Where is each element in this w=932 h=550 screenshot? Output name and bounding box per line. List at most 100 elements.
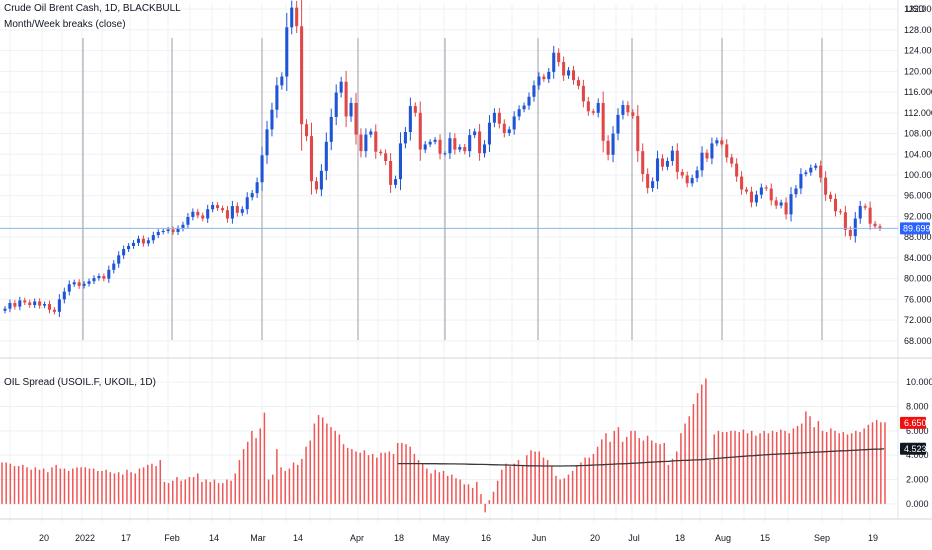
spread-bar[interactable] (230, 480, 232, 504)
spread-bar[interactable] (592, 453, 595, 504)
spread-bar[interactable] (17, 466, 20, 504)
spread-bar[interactable] (451, 474, 453, 504)
spread-bar[interactable] (47, 472, 49, 504)
spread-bar[interactable] (205, 479, 207, 504)
spread-bar[interactable] (634, 430, 636, 504)
candle-body[interactable] (448, 138, 452, 154)
spread-bar[interactable] (172, 480, 174, 504)
candle[interactable] (38, 298, 42, 309)
spread-bar[interactable] (259, 428, 261, 504)
spread-bar[interactable] (155, 466, 157, 504)
candle-body[interactable] (670, 150, 674, 162)
spread-bar[interactable] (830, 428, 832, 504)
candle-body[interactable] (665, 161, 669, 167)
spread-bar[interactable] (792, 428, 795, 504)
spread-bar[interactable] (717, 430, 720, 504)
spread-bar[interactable] (222, 483, 224, 504)
spread-bar[interactable] (859, 432, 861, 504)
candle-body[interactable] (176, 228, 180, 232)
candle-body[interactable] (43, 304, 47, 306)
spread-ma-line[interactable] (398, 448, 885, 467)
candle[interactable] (354, 92, 358, 145)
spread-bar[interactable] (463, 484, 466, 504)
candle-body[interactable] (131, 242, 136, 246)
candle[interactable] (255, 177, 259, 198)
spread-bar[interactable] (42, 468, 45, 504)
spread-bar[interactable] (459, 479, 461, 504)
candle-body[interactable] (112, 263, 116, 270)
spread-bar[interactable] (551, 466, 553, 504)
candle[interactable] (97, 273, 101, 281)
spread-bar[interactable] (721, 432, 724, 504)
candle[interactable] (749, 186, 754, 208)
candle[interactable] (547, 67, 551, 84)
spread-bar[interactable] (355, 451, 357, 504)
spread-bar[interactable] (276, 449, 278, 504)
candle[interactable] (186, 212, 190, 229)
spread-bar[interactable] (492, 491, 495, 504)
candle-body[interactable] (794, 188, 798, 195)
spread-bar[interactable] (97, 470, 99, 504)
candle-body[interactable] (398, 143, 403, 180)
candle-body[interactable] (290, 7, 294, 28)
candle-body[interactable] (557, 52, 561, 63)
candle-body[interactable] (265, 129, 269, 156)
candle[interactable] (359, 128, 363, 158)
candle[interactable] (621, 100, 625, 120)
candle[interactable] (680, 168, 684, 179)
spread-bar[interactable] (22, 464, 24, 504)
candle-body[interactable] (833, 198, 838, 212)
candle-body[interactable] (660, 158, 665, 167)
spread-bar[interactable] (825, 432, 828, 504)
candle-body[interactable] (769, 188, 773, 201)
spread-bar[interactable] (821, 430, 824, 504)
spread-bar[interactable] (351, 449, 353, 504)
candle[interactable] (858, 200, 862, 224)
candle[interactable] (176, 225, 180, 235)
spread-bar[interactable] (555, 475, 557, 504)
candle-body[interactable] (314, 181, 318, 190)
candle[interactable] (735, 158, 739, 182)
candle-body[interactable] (626, 105, 630, 113)
candle[interactable] (443, 151, 447, 156)
candle-body[interactable] (216, 205, 220, 209)
candle-body[interactable] (196, 211, 200, 216)
candle[interactable] (715, 137, 719, 147)
spread-bar[interactable] (63, 468, 66, 504)
spread-bar[interactable] (455, 478, 457, 504)
candle-body[interactable] (611, 133, 615, 155)
candle-body[interactable] (309, 136, 314, 182)
candle-body[interactable] (502, 123, 506, 134)
spread-bar[interactable] (767, 433, 770, 504)
candle-body[interactable] (715, 140, 719, 144)
candle-body[interactable] (473, 131, 477, 136)
candle[interactable] (656, 150, 660, 189)
time-axis[interactable]: 20 2022 17 Feb 14 Mar 14 Apr 18 May 16 Jun 20 Jul 18 Au… (39, 533, 878, 543)
candle-body[interactable] (146, 240, 150, 244)
candle-body[interactable] (240, 209, 244, 213)
candle-body[interactable] (779, 202, 783, 206)
indicator-legend[interactable]: Month/Week breaks (close) (4, 19, 126, 30)
candle-body[interactable] (211, 205, 215, 210)
spread-bar[interactable] (609, 441, 611, 504)
spread-bar[interactable] (705, 378, 707, 504)
spread-bar[interactable] (126, 469, 128, 504)
candle[interactable] (705, 149, 709, 162)
candle[interactable] (591, 108, 595, 116)
spread-bar[interactable] (471, 488, 474, 504)
candle[interactable] (62, 287, 66, 304)
spread-bar[interactable] (880, 422, 882, 504)
candle[interactable] (112, 259, 116, 274)
spread-bar[interactable] (338, 434, 341, 504)
spread-bar[interactable] (663, 443, 666, 504)
spread-bar[interactable] (617, 427, 620, 504)
candle[interactable] (290, 0, 294, 35)
candle-body[interactable] (838, 211, 842, 213)
candle[interactable] (552, 45, 556, 79)
candle[interactable] (626, 101, 630, 117)
candle[interactable] (225, 206, 229, 223)
spread-bar[interactable] (855, 430, 857, 504)
candle[interactable] (562, 56, 566, 81)
spread-bar[interactable] (201, 481, 203, 504)
spread-bar[interactable] (101, 470, 103, 504)
